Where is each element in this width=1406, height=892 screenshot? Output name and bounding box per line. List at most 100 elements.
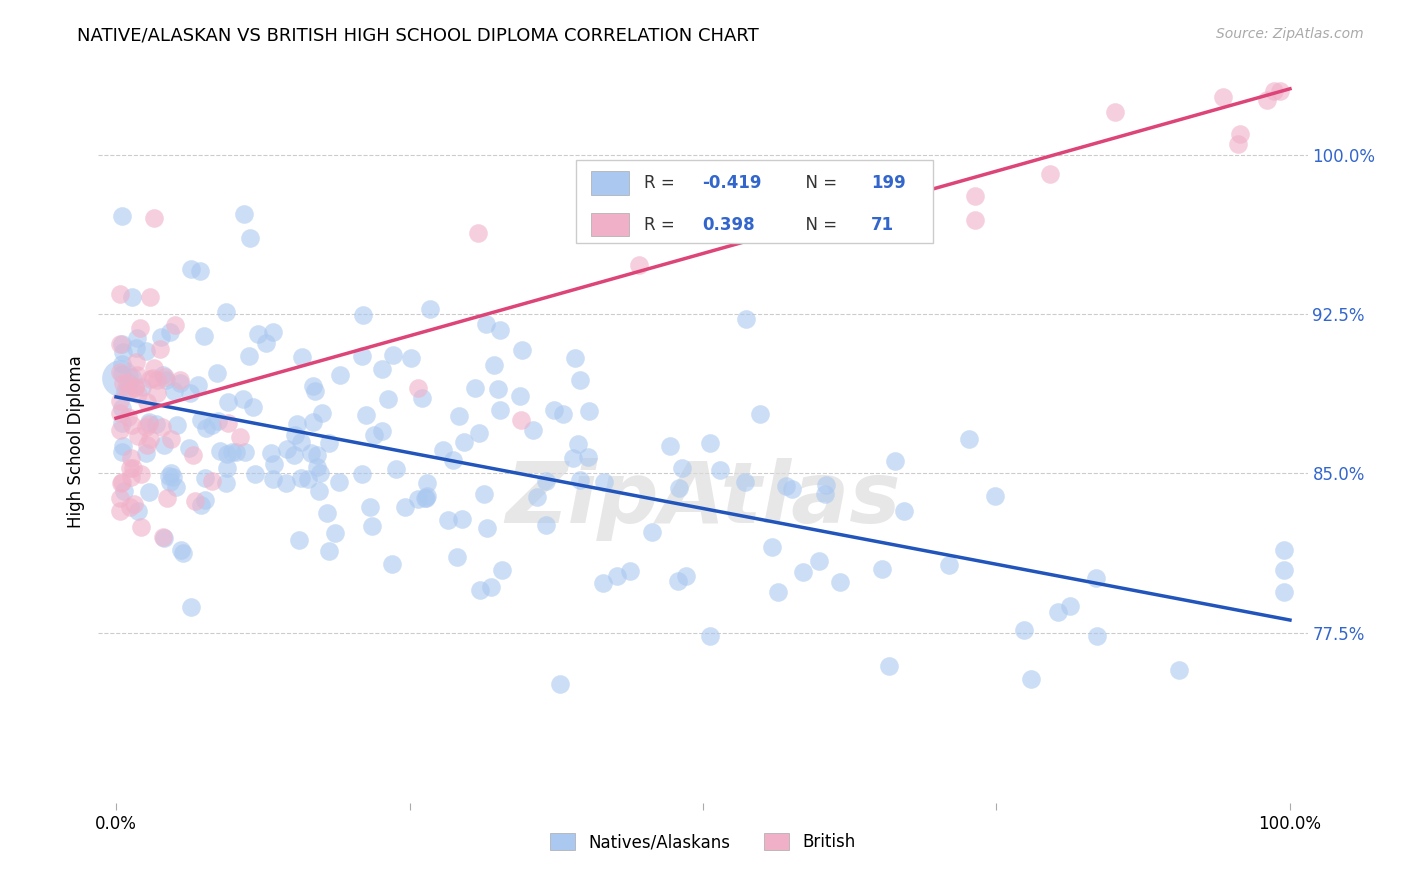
Point: [302, 379, 325, 393]
Point: [114, 384, 136, 398]
Point: [215, 476, 238, 491]
Point: [166, 417, 188, 432]
Point: [489, 402, 512, 417]
Point: [748, 407, 770, 421]
Point: [165, 318, 187, 332]
Point: [808, 554, 831, 568]
Point: [225, 445, 247, 459]
Point: [118, 460, 141, 475]
Point: [464, 381, 486, 395]
Point: [108, 287, 131, 301]
Point: [207, 414, 229, 428]
Point: [138, 417, 160, 431]
Point: [510, 343, 533, 357]
Point: [162, 470, 184, 484]
Point: [117, 384, 139, 398]
Text: R =: R =: [644, 216, 679, 234]
Point: [142, 371, 165, 385]
Point: [111, 475, 134, 490]
Point: [209, 444, 232, 458]
Point: [328, 475, 350, 489]
Point: [229, 430, 252, 444]
Point: [108, 394, 131, 409]
Point: [200, 474, 222, 488]
Point: [735, 311, 758, 326]
Point: [318, 435, 340, 450]
Point: [143, 211, 166, 226]
Point: [127, 503, 149, 517]
Point: [183, 494, 205, 508]
Point: [1167, 663, 1189, 677]
Point: [122, 497, 145, 511]
Point: [370, 362, 392, 376]
Text: 71: 71: [872, 216, 894, 234]
Point: [111, 376, 134, 390]
Point: [957, 433, 980, 447]
Point: [243, 467, 266, 482]
Point: [578, 404, 600, 418]
Point: [534, 518, 557, 533]
Point: [115, 376, 138, 390]
Point: [195, 421, 218, 435]
Point: [468, 425, 491, 440]
Point: [108, 371, 131, 385]
Point: [262, 472, 284, 486]
Point: [162, 384, 184, 398]
Point: [304, 384, 326, 399]
Point: [308, 484, 330, 499]
Point: [290, 434, 312, 449]
Point: [152, 532, 174, 546]
Point: [576, 450, 599, 464]
Point: [288, 533, 311, 547]
Point: [363, 428, 385, 442]
Point: [883, 187, 905, 202]
Point: [190, 413, 212, 427]
Point: [489, 323, 512, 337]
Point: [870, 562, 893, 576]
Point: [274, 476, 297, 491]
Point: [567, 437, 589, 451]
Point: [671, 461, 693, 475]
Point: [136, 394, 159, 409]
Point: [1227, 137, 1250, 152]
Point: [180, 261, 202, 276]
Point: [470, 582, 492, 597]
Point: [406, 492, 429, 507]
Point: [159, 325, 181, 339]
Point: [1212, 90, 1234, 104]
Point: [766, 192, 789, 206]
Point: [877, 658, 900, 673]
Point: [475, 520, 498, 534]
Point: [217, 394, 239, 409]
Point: [111, 209, 134, 223]
Point: [146, 373, 169, 387]
Point: [668, 481, 690, 495]
Point: [475, 317, 498, 331]
Point: [359, 500, 381, 514]
Point: [238, 349, 260, 363]
Point: [963, 189, 986, 203]
Point: [247, 327, 270, 342]
Point: [160, 466, 183, 480]
Point: [734, 475, 756, 489]
Point: [699, 629, 721, 643]
Point: [562, 451, 585, 466]
Point: [120, 450, 142, 465]
Point: [194, 492, 217, 507]
Point: [451, 512, 474, 526]
Point: [111, 336, 134, 351]
Point: [592, 475, 614, 490]
Point: [592, 575, 614, 590]
Point: [143, 361, 166, 376]
Text: Source: ZipAtlas.com: Source: ZipAtlas.com: [1216, 27, 1364, 41]
FancyBboxPatch shape: [591, 213, 630, 236]
Point: [1256, 93, 1278, 107]
Point: [419, 301, 441, 316]
Point: [170, 542, 193, 557]
Point: [152, 368, 174, 382]
Point: [350, 349, 373, 363]
Point: [775, 478, 797, 492]
Point: [135, 344, 157, 359]
Point: [108, 504, 131, 518]
Point: [436, 513, 458, 527]
